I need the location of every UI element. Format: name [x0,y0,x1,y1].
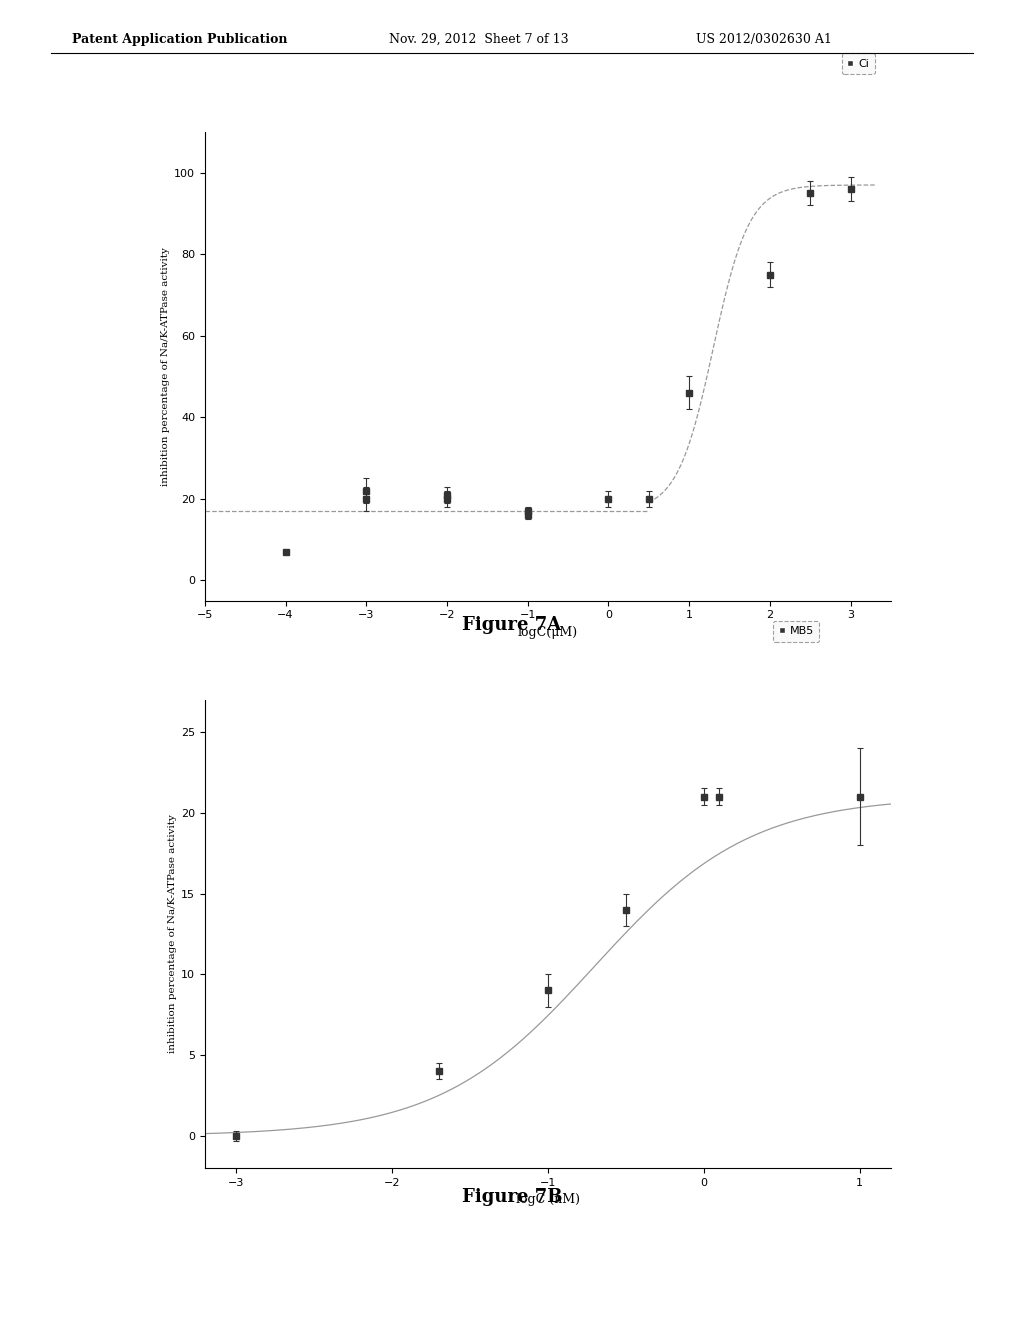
Y-axis label: inhibition percentage of Na/K-ATPase activity: inhibition percentage of Na/K-ATPase act… [161,247,170,486]
X-axis label: logC(μM): logC(μM) [518,626,578,639]
Text: Patent Application Publication: Patent Application Publication [72,33,287,46]
Text: Figure 7A: Figure 7A [463,616,561,635]
Text: US 2012/0302630 A1: US 2012/0302630 A1 [696,33,833,46]
Legend: Ci: Ci [842,53,874,74]
Legend: MB5: MB5 [773,620,819,642]
Y-axis label: inhibition percentage of Na/K-ATPase activity: inhibition percentage of Na/K-ATPase act… [168,814,177,1053]
Text: Nov. 29, 2012  Sheet 7 of 13: Nov. 29, 2012 Sheet 7 of 13 [389,33,568,46]
X-axis label: logC (nM): logC (nM) [516,1193,580,1206]
Text: Figure 7B: Figure 7B [462,1188,562,1206]
